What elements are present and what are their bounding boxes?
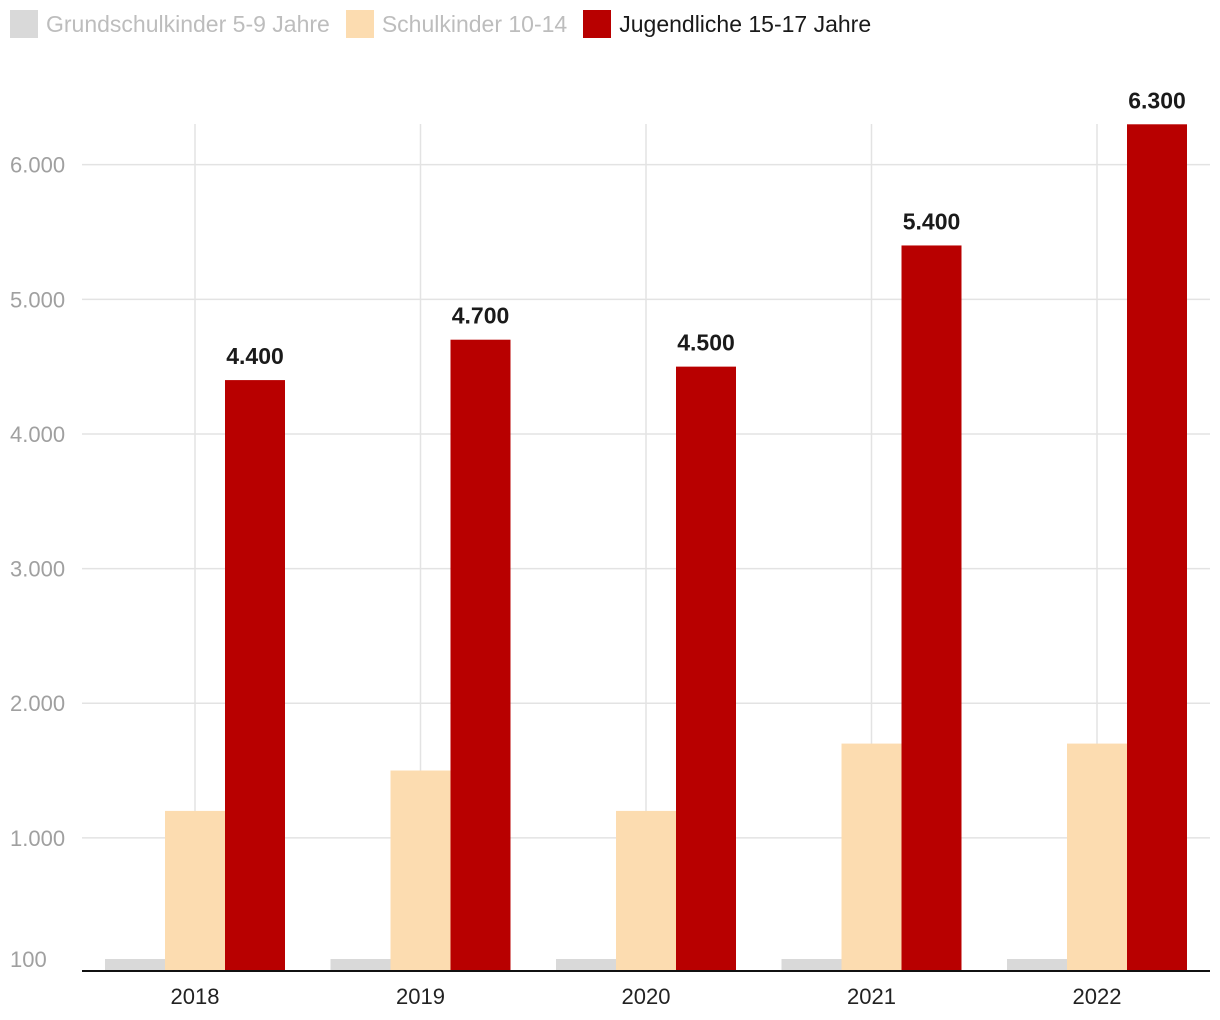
data-label-2018: 4.400 <box>226 343 284 369</box>
bar-2018-series-1 <box>165 810 225 971</box>
bar-2019-series-0 <box>330 959 391 971</box>
bar-2019-series-1 <box>390 770 451 971</box>
bar-2018-series-0 <box>105 959 165 971</box>
bar-2020-series-0 <box>556 959 616 971</box>
x-tick-label-2018: 2018 <box>171 984 220 1009</box>
data-label-2021: 5.400 <box>903 208 961 234</box>
y-tick-label: 1.000 <box>10 826 65 851</box>
legend-swatch-jugendliche <box>583 10 612 38</box>
legend-item-grundschulkinder[interactable]: Grundschulkinder 5-9 Jahre <box>10 10 330 38</box>
y-tick-label: 100 <box>10 947 47 972</box>
legend-item-schulkinder[interactable]: Schulkinder 10-14 <box>345 10 568 38</box>
bar-2021-series-1 <box>841 743 902 971</box>
data-label-2019: 4.700 <box>452 303 510 329</box>
legend-swatch-grundschulkinder <box>10 10 38 38</box>
bar-2021-series-0 <box>781 959 842 971</box>
data-label-2020: 4.500 <box>677 330 735 356</box>
data-label-2022: 6.300 <box>1128 87 1186 113</box>
x-tick-label-2022: 2022 <box>1073 984 1122 1009</box>
bar-2022-series-1 <box>1067 743 1127 971</box>
bar-2022-series-0 <box>1007 959 1067 971</box>
legend-label-schulkinder: Schulkinder 10-14 <box>381 10 568 37</box>
legend: Grundschulkinder 5-9 Jahre Schulkinder 1… <box>10 10 887 38</box>
y-tick-label: 2.000 <box>10 691 65 716</box>
bar-2020-series-1 <box>616 810 676 971</box>
bar-2022-series-2 <box>1127 124 1187 971</box>
y-tick-label: 3.000 <box>10 557 65 582</box>
legend-label-grundschulkinder: Grundschulkinder 5-9 Jahre <box>46 10 330 37</box>
y-tick-label: 4.000 <box>10 422 65 447</box>
bar-2020-series-2 <box>676 366 736 971</box>
x-tick-label-2020: 2020 <box>622 984 671 1009</box>
y-tick-label: 5.000 <box>10 287 65 312</box>
bar-2021-series-2 <box>901 245 962 971</box>
legend-label-jugendliche: Jugendliche 15-17 Jahre <box>619 10 872 37</box>
bar-2019-series-2 <box>450 339 511 971</box>
legend-swatch-schulkinder <box>345 10 374 38</box>
y-tick-label: 6.000 <box>10 153 65 178</box>
x-tick-label-2019: 2019 <box>396 984 445 1009</box>
legend-item-jugendliche[interactable]: Jugendliche 15-17 Jahre <box>583 10 871 38</box>
x-tick-label-2021: 2021 <box>847 984 896 1009</box>
bar-2018-series-2 <box>225 380 285 971</box>
